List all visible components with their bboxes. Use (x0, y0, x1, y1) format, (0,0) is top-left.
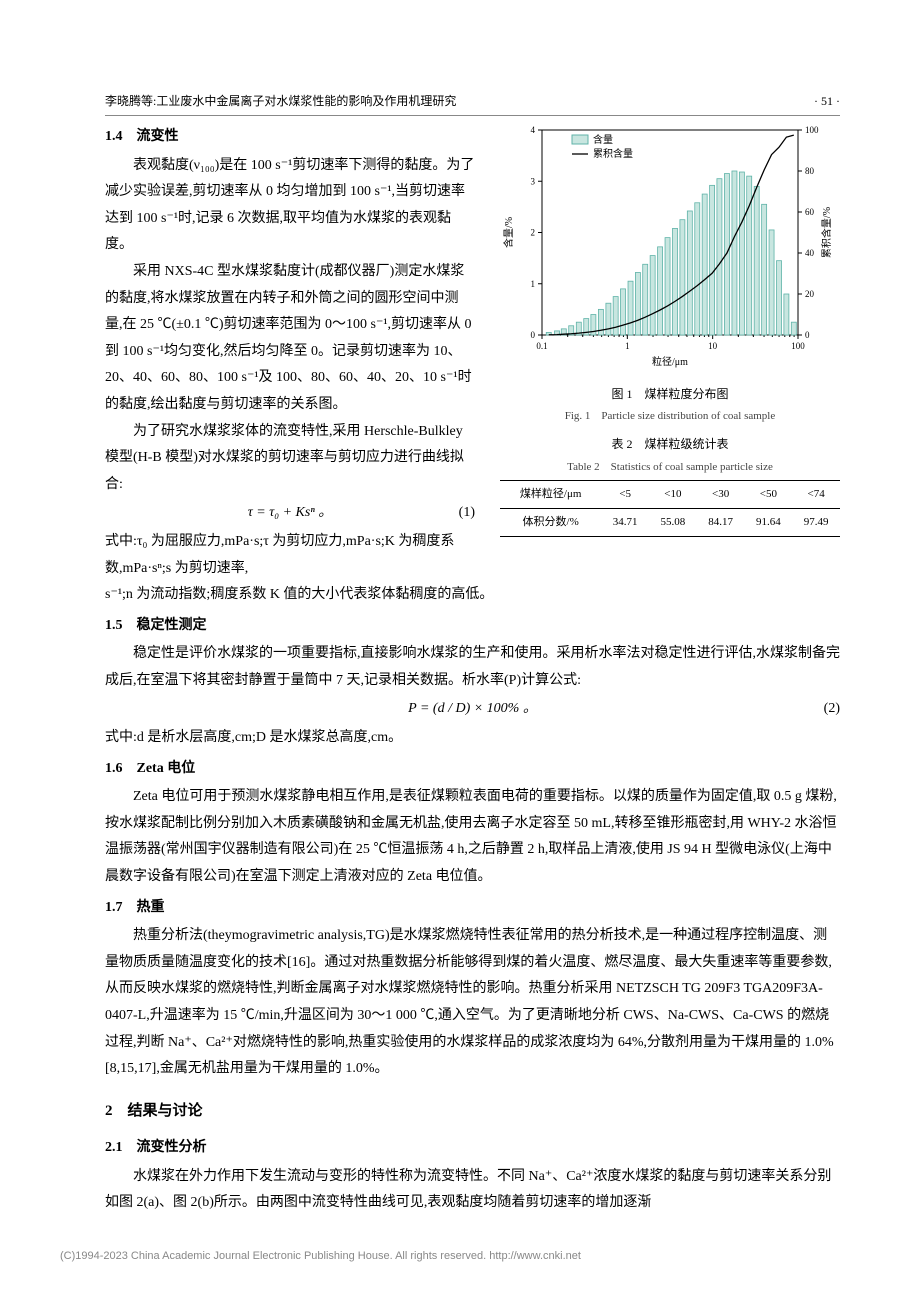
td-3: 84.17 (697, 509, 745, 537)
sec-2-title: 2 结果与讨论 (105, 1097, 840, 1126)
td-1: 34.71 (601, 509, 649, 537)
svg-text:0: 0 (531, 330, 536, 340)
sec-2-1-title: 2.1 流变性分析 (105, 1135, 840, 1162)
svg-text:0: 0 (805, 330, 810, 340)
running-head: 李晓腾等:工业废水中金属离子对水煤浆性能的影响及作用机理研究 · 51 · (105, 90, 840, 116)
table-2-caption-cn: 表 2 煤样粒级统计表 (500, 435, 840, 454)
svg-text:40: 40 (805, 248, 815, 258)
svg-text:累积含量/%: 累积含量/% (820, 207, 833, 258)
figure-1-caption-en: Fig. 1 Particle size distribution of coa… (500, 408, 840, 426)
th-5: <74 (792, 481, 840, 509)
svg-text:0.1: 0.1 (536, 341, 547, 351)
svg-text:1: 1 (625, 341, 630, 351)
sec-1-4-p1: 表观黏度(ν₁₀₀)是在 100 s⁻¹剪切速率下测得的黏度。为了减少实验误差,… (105, 153, 475, 259)
svg-text:20: 20 (805, 289, 815, 299)
page-content: 1.4 流变性 表观黏度(ν₁₀₀)是在 100 s⁻¹剪切速率下测得的黏度。为… (105, 120, 840, 1217)
figure-1-caption-cn: 图 1 煤样粒度分布图 (500, 385, 840, 404)
td-5: 97.49 (792, 509, 840, 537)
sec-1-6-p1: Zeta 电位可用于预测水煤浆静电相互作用,是表征煤颗粒表面电荷的重要指标。以煤… (105, 784, 840, 890)
eq1-num: (1) (459, 500, 475, 527)
svg-text:3: 3 (531, 176, 536, 186)
eq2-num: (2) (824, 696, 840, 723)
svg-text:含量: 含量 (593, 133, 613, 146)
svg-text:2: 2 (531, 228, 536, 238)
sec-1-5-p1: 稳定性是评价水煤浆的一项重要指标,直接影响水煤浆的生产和使用。采用析水率法对稳定… (105, 641, 840, 694)
th-2: <10 (649, 481, 697, 509)
td-2: 55.08 (649, 509, 697, 537)
table-header-row: 煤样粒径/μm <5 <10 <30 <50 <74 (500, 481, 840, 509)
svg-text:粒径/μm: 粒径/μm (652, 355, 688, 368)
running-head-right: · 51 · (814, 90, 840, 113)
equation-2: P = (d / D) × 100% 。 (2) (105, 696, 840, 723)
sec-1-4-title: 1.4 流变性 (105, 124, 475, 151)
sec-1-5-title: 1.5 稳定性测定 (105, 613, 840, 640)
running-head-left: 李晓腾等:工业废水中金属离子对水煤浆性能的影响及作用机理研究 (105, 90, 456, 113)
td-0: 体积分数/% (500, 509, 601, 537)
svg-text:100: 100 (791, 341, 805, 351)
chart-svg: 0.111010001234020406080100粒径/μm含量/%累积含量/… (500, 120, 840, 370)
svg-text:4: 4 (531, 125, 536, 135)
sec-1-4-p2: 采用 NXS-4C 型水煤浆黏度计(成都仪器厂)测定水煤浆的黏度,将水煤浆放置在… (105, 259, 475, 419)
svg-text:100: 100 (805, 125, 819, 135)
th-0: 煤样粒径/μm (500, 481, 601, 509)
sec-1-7-p1: 热重分析法(theymogravimetric analysis,TG)是水煤浆… (105, 923, 840, 1083)
table-2-caption-en: Table 2 Statistics of coal sample partic… (500, 459, 840, 477)
svg-text:10: 10 (708, 341, 718, 351)
equation-1: τ = τ₀ + Ksⁿ 。 (1) (105, 500, 475, 527)
th-3: <30 (697, 481, 745, 509)
sec-1-5-p2: 式中:d 是析水层高度,cm;D 是水煤浆总高度,cm。 (105, 725, 840, 752)
figure-1-chart: 0.111010001234020406080100粒径/μm含量/%累积含量/… (500, 120, 840, 381)
table-data-row: 体积分数/% 34.71 55.08 84.17 91.64 97.49 (500, 509, 840, 537)
svg-text:80: 80 (805, 166, 815, 176)
svg-text:60: 60 (805, 207, 815, 217)
sec-1-7-title: 1.7 热重 (105, 895, 840, 922)
svg-text:含量/%: 含量/% (502, 217, 515, 248)
eq1-body: τ = τ₀ + Ksⁿ 。 (248, 500, 332, 527)
table-2: 煤样粒径/μm <5 <10 <30 <50 <74 体积分数/% 34.71 … (500, 480, 840, 537)
eq2-body: P = (d / D) × 100% 。 (408, 696, 537, 723)
page-footer: (C)1994-2023 China Academic Journal Elec… (60, 1246, 860, 1267)
th-1: <5 (601, 481, 649, 509)
svg-text:1: 1 (531, 279, 536, 289)
sec-1-6-title: 1.6 Zeta 电位 (105, 756, 840, 783)
sec-2-1-p1: 水煤浆在外力作用下发生流动与变形的特性称为流变特性。不同 Na⁺、Ca²⁺浓度水… (105, 1164, 840, 1217)
td-4: 91.64 (745, 509, 793, 537)
th-4: <50 (745, 481, 793, 509)
sec-1-4-p4: 式中:τ₀ 为屈服应力,mPa·s;τ 为剪切应力,mPa·s;K 为稠度系数,… (105, 529, 475, 582)
sec-1-4-p4b: s⁻¹;n 为流动指数;稠度系数 K 值的大小代表浆体黏稠度的高低。 (105, 582, 840, 609)
svg-text:累积含量: 累积含量 (593, 147, 633, 160)
sec-1-4-p3: 为了研究水煤浆浆体的流变特性,采用 Herschle-Bulkley 模型(H-… (105, 419, 475, 499)
